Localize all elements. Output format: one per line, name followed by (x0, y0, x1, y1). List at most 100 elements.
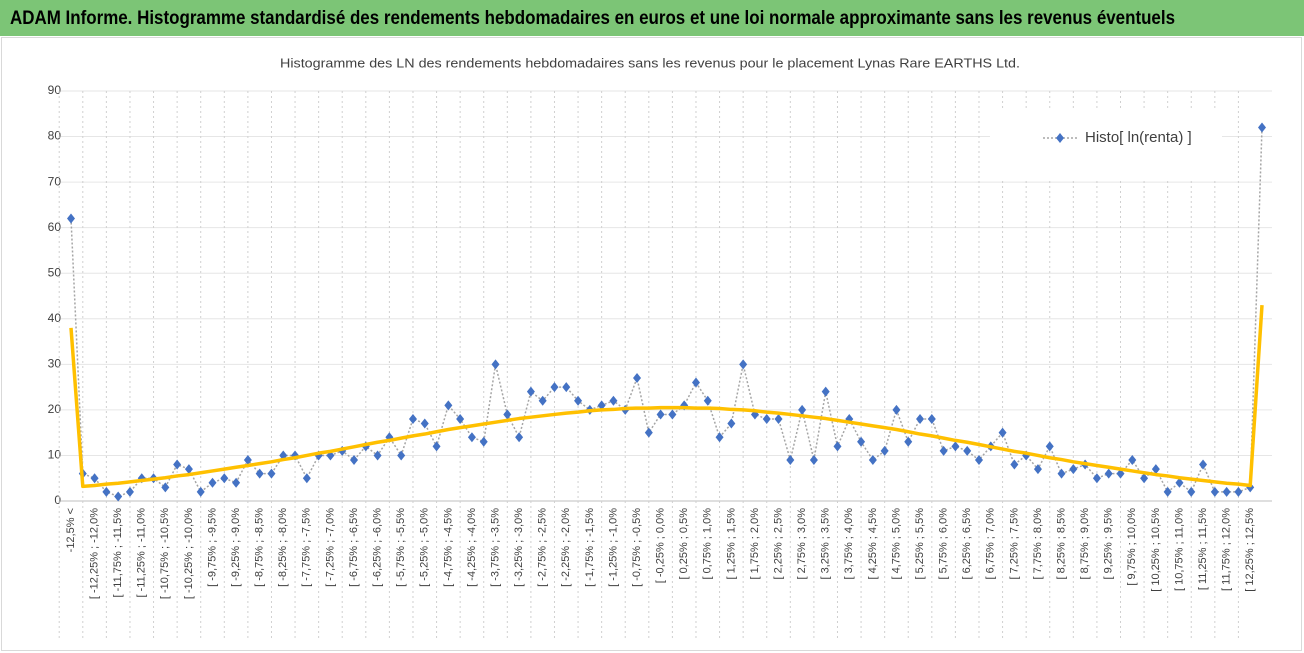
x-tick-label: [ -10,25% ; -10,0% (183, 508, 195, 599)
x-tick-label: [ -3,75% ; -3,5% (489, 508, 501, 587)
marker (302, 473, 311, 484)
y-tick-label: 80 (48, 129, 62, 143)
x-tick-label: [ 5,25% ; 5,5% (914, 508, 926, 580)
marker (1222, 486, 1231, 497)
x-tick-label: [ 11,25% ; 11,5% (1197, 508, 1209, 590)
x-tick-label: [ -1,25% ; -1,0% (607, 508, 619, 587)
x-tick-label: [ -9,75% ; -9,5% (206, 508, 218, 587)
legend-marker (1056, 133, 1064, 143)
marker (479, 436, 488, 447)
marker (1045, 441, 1054, 452)
x-tick-label: [ -11,75% ; -11,5% (112, 508, 124, 598)
marker (809, 455, 818, 465)
marker (515, 432, 524, 443)
marker (408, 414, 417, 424)
marker (656, 409, 665, 420)
x-tick-label: [ -4,25% ; -4,0% (466, 508, 478, 587)
marker (691, 377, 700, 388)
x-tick-label: [ -10,75% ; -10,5% (159, 508, 171, 599)
marker (1199, 459, 1208, 470)
marker (703, 395, 712, 406)
marker (892, 404, 901, 415)
title-bar (0, 0, 1304, 36)
marker (1234, 486, 1243, 497)
y-tick-label: 0 (54, 493, 61, 507)
marker (220, 473, 229, 484)
marker (833, 441, 842, 452)
marker (786, 455, 795, 465)
marker (597, 400, 606, 411)
series-line (70, 127, 1263, 498)
x-tick-label: [ -8,75% ; -8,5% (254, 508, 266, 587)
marker (114, 491, 123, 502)
marker (102, 486, 111, 497)
marker (491, 359, 500, 370)
y-tick-label: 30 (48, 357, 62, 371)
marker (397, 450, 406, 461)
marker (998, 427, 1007, 438)
marker (173, 459, 182, 470)
marker (727, 418, 736, 429)
marker (963, 445, 972, 456)
x-tick-label: [ 9,75% ; 10,0% (1126, 508, 1138, 586)
marker (774, 414, 783, 424)
x-tick-label: [ -3,25% ; -3,0% (513, 508, 525, 587)
marker (255, 468, 264, 479)
x-tick-label: [ 2,75% ; 3,0% (796, 508, 808, 580)
x-tick-label: [ -5,75% ; -5,5% (395, 508, 407, 587)
legend-label: Histo[ ln(renta) ] (1085, 129, 1192, 146)
marker (1010, 459, 1019, 470)
x-tick-label: [ 6,75% ; 7,0% (985, 508, 997, 580)
x-tick-label: [ 1,75% ; 2,0% (749, 508, 761, 580)
page-title: ADAM Informe. Histogramme standardisé de… (10, 8, 1175, 29)
marker (125, 486, 134, 497)
x-tick-label: [ -5,25% ; -5,0% (419, 508, 431, 587)
legend-box (990, 108, 1222, 180)
x-tick-label: [ -9,25% ; -9,0% (230, 508, 242, 587)
x-tick-label: [ -4,75% ; -4,5% (442, 508, 454, 587)
x-tick-label: [ -8,25% ; -8,0% (277, 508, 289, 587)
x-tick-label: -12,5% < (65, 508, 77, 552)
marker (1163, 486, 1172, 497)
marker (857, 436, 866, 447)
marker (562, 382, 571, 393)
marker (503, 409, 512, 420)
marker (1092, 473, 1101, 484)
marker (67, 213, 75, 224)
marker (526, 386, 535, 397)
x-tick-label: [ 0,75% ; 1,0% (702, 508, 714, 580)
marker (1104, 468, 1113, 479)
x-tick-label: [ -0,25% ; 0,0% (655, 508, 667, 583)
x-tick-label: [ 2,25% ; 2,5% (772, 508, 784, 580)
x-tick-label: [ -12,25% ; -12,0% (88, 508, 100, 599)
marker (1187, 486, 1196, 497)
marker (668, 409, 677, 420)
x-tick-label: [ -1,75% ; -1,5% (584, 508, 596, 587)
marker (1140, 473, 1149, 484)
chart-title: Histogramme des LN des rendements hebdom… (280, 55, 1020, 70)
marker (444, 400, 453, 411)
x-tick-label: [ 3,75% ; 4,0% (843, 508, 855, 580)
marker (432, 441, 441, 452)
x-tick-label: [ -0,75% ; -0,5% (631, 508, 643, 587)
marker (467, 432, 476, 443)
chart-border (1, 37, 1302, 651)
marker (538, 395, 547, 406)
x-tick-label: [ 1,25% ; 1,5% (725, 508, 737, 580)
y-tick-label: 40 (48, 311, 62, 325)
marker (1033, 464, 1042, 475)
x-tick-label: [ 10,25% ; 10,5% (1150, 508, 1162, 592)
x-tick-label: [ 7,25% ; 7,5% (1008, 508, 1020, 580)
x-tick-label: [ 8,25% ; 8,5% (1055, 508, 1067, 580)
x-tick-label: [ 8,75% ; 9,0% (1079, 508, 1091, 580)
marker (550, 382, 559, 393)
normal-curve (69, 304, 1264, 489)
y-tick-label: 60 (48, 220, 62, 234)
y-tick-label: 10 (48, 448, 62, 462)
y-tick-label: 70 (48, 174, 62, 188)
x-tick-label: [ 5,75% ; 6,0% (938, 508, 950, 580)
marker (1057, 468, 1066, 479)
marker (916, 414, 925, 424)
marker (762, 414, 771, 424)
